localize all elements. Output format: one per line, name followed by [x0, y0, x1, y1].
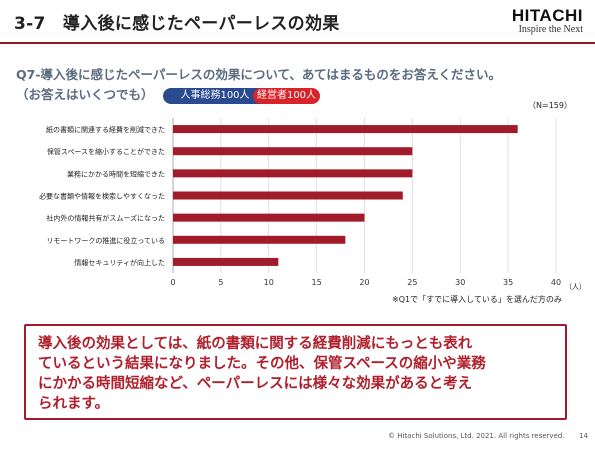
x-tick-label: 10 [264, 278, 274, 287]
brand-name: HITACHI [511, 6, 583, 25]
x-tick-label: 30 [455, 278, 465, 287]
slide-header: 3-7 導入後に感じたペーパーレスの効果 HITACHI Inspire the… [0, 0, 595, 44]
category-label: 情報セキュリティが向上した [74, 258, 165, 267]
x-tick-label: 25 [407, 278, 417, 287]
conclusion-line-2: ているという結果になりました。その他、保管スペースの縮小や業務 [38, 356, 486, 372]
header-divider [0, 42, 595, 44]
category-label: 保管スペースを縮小することができた [47, 147, 165, 156]
category-label: 必要な書類や情報を検索しやすくなった [39, 192, 165, 201]
brand-tagline: Inspire the Next [518, 24, 583, 35]
x-tick-label: 0 [170, 278, 175, 287]
conclusion-line-3: にかかる時間短縮など、ペーパーレスには様々な効果があると考え [38, 376, 473, 392]
respondent-badge-manager: 経営者100人 [253, 88, 320, 104]
question-note: （お答えはいくつでも） [16, 87, 154, 102]
x-tick-label: 15 [312, 278, 322, 287]
conclusion-line-4: られます。 [38, 396, 110, 412]
bar [173, 147, 413, 156]
x-tick-label: 40 [551, 278, 561, 287]
copyright: © Hitachi Solutions, Ltd. 2021. All righ… [388, 432, 565, 440]
brand-logo: HITACHI Inspire the Next [511, 6, 583, 36]
conclusion-box: 導入後の効果としては、紙の書類に関する経費削減にもっとも表れ ているという結果に… [24, 324, 567, 420]
bar-chart: 0 5 10 15 20 25 30 35 40 紙の書類に関連する経費を削減できた保管スペースを… [39, 101, 586, 291]
x-tick-label: 5 [218, 278, 223, 287]
conclusion-line-1: 導入後の効果としては、紙の書類に関する経費削減にもっとも表れ [38, 336, 473, 352]
category-label: 社内外の情報共有がスムーズになった [46, 214, 165, 223]
respondent-badge-hr: 人事総務100人 [163, 88, 267, 104]
category-label: 業務にかかる時間を短縮できた [67, 169, 165, 178]
bar [173, 235, 346, 244]
question-text: Q7-導入後に感じたペーパーレスの効果について、あてはまるものをお答えください。 [16, 67, 502, 82]
bar [173, 191, 403, 200]
bar [173, 169, 413, 178]
x-tick-label: 35 [503, 278, 513, 287]
x-tick-label: 20 [359, 278, 369, 287]
page-number: 14 [579, 432, 588, 440]
page-title: 3-7 導入後に感じたペーパーレスの効果 [14, 14, 340, 34]
category-label: リモートワークの推進に役立っている [46, 236, 165, 245]
sample-size-note: （N=159） [528, 101, 572, 110]
bar [173, 213, 365, 222]
bar [173, 257, 279, 266]
axis-unit-label: （人） [565, 283, 586, 291]
footnote: ※Q1で「すでに導入している」を選んだ方のみ [392, 295, 562, 304]
bar [173, 125, 518, 134]
category-label: 紙の書類に関連する経費を削減できた [46, 125, 165, 134]
